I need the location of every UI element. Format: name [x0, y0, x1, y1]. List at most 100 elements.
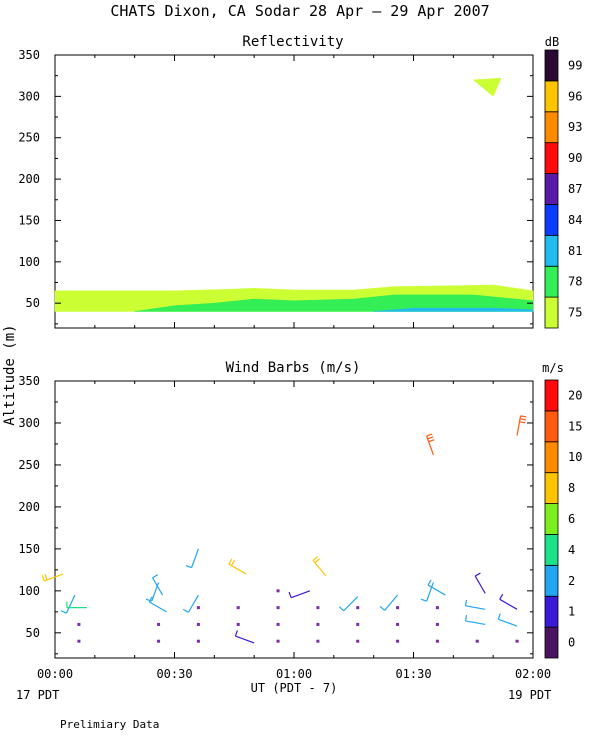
wind-colorbar-label-8: 20: [568, 388, 582, 402]
wind-ytick-label-4: 250: [18, 458, 40, 472]
calm-point-24: [435, 639, 439, 643]
wind-barb-20: [516, 415, 527, 436]
wind-barb-16: [427, 579, 446, 596]
wind-barb-flag: [288, 591, 292, 598]
xtick-label-1: 00:30: [156, 667, 192, 681]
calm-point-23: [435, 622, 439, 626]
wind-barb-staff: [190, 548, 199, 568]
x-axis-label: UT (PDT - 7): [251, 681, 338, 695]
wind-barb-7: [182, 594, 199, 613]
refl-colorbar-label-1: 78: [568, 275, 582, 289]
wind-barb-staff: [474, 575, 486, 594]
refl-ytick-label-4: 250: [18, 131, 40, 145]
calm-point-20: [396, 622, 400, 626]
wind-barb-5: [148, 596, 167, 613]
wind-barb-flag: [464, 599, 468, 606]
wind-barb-flag: [474, 572, 481, 577]
wind-barb-flag: [148, 596, 153, 603]
refl-colorbar-label-7: 96: [568, 89, 582, 103]
wind-barb-12: [338, 596, 359, 612]
wind-barb-flag: [464, 614, 468, 622]
wind-colorbar-cell-2: [544, 564, 559, 597]
wind-ytick-label-5: 300: [18, 416, 40, 430]
wind-ytick-label-1: 100: [18, 584, 40, 598]
wind-colorbar-cell-7: [544, 410, 559, 443]
wind-barb-staff: [152, 577, 164, 596]
refl-colorbar-cell-7: [544, 80, 559, 113]
wind-barb-22: [497, 613, 518, 627]
calm-point-11: [276, 622, 280, 626]
calm-point-17: [356, 622, 360, 626]
wind-colorbar-label-1: 1: [568, 605, 575, 619]
calm-point-9: [276, 589, 280, 593]
wind-barb-staff: [312, 560, 327, 577]
wind-colorbar-cell-3: [544, 534, 559, 566]
wind-ytick-label-2: 150: [18, 542, 40, 556]
xtick-label-0: 00:00: [37, 667, 73, 681]
wind-barb-flag: [41, 575, 45, 582]
wind-barb-staff: [228, 563, 247, 575]
wind-barb-flag: [499, 593, 504, 600]
wind-barb-flag: [60, 610, 67, 614]
wind-barb-flag: [185, 565, 192, 569]
wind-barb-staff: [65, 594, 76, 614]
wind-barb-flag: [520, 415, 527, 418]
wind-barb-11: [312, 556, 327, 577]
calm-point-21: [396, 639, 400, 643]
wind-barb-13: [379, 594, 399, 611]
calm-point-3: [157, 639, 161, 643]
wind-barb-flag: [44, 574, 48, 581]
calm-point-12: [276, 639, 280, 643]
calm-point-6: [196, 639, 200, 643]
wind-plot-frame: [54, 380, 534, 659]
reflectivity-panel: 50 100 150 200 250 300 350 75 78 81 84 87 90 93 96 99: [18, 48, 582, 329]
wind-ytick-label-0: 50: [26, 626, 40, 640]
refl-ytick-label-0: 50: [26, 296, 40, 310]
wind-barb-flag: [145, 598, 152, 602]
refl-ytick-label-1: 100: [18, 255, 40, 269]
y-axis-label: Altitude (m): [2, 324, 18, 425]
calm-point-14: [316, 622, 320, 626]
calm-point-2: [157, 622, 161, 626]
wind-colorbar-label-3: 4: [568, 543, 575, 557]
wind-barb-staff: [235, 635, 255, 644]
wind-barb-0: [41, 573, 64, 582]
calm-point-7: [236, 606, 240, 610]
wind-barb-flag: [338, 606, 345, 612]
refl-colorbar-unit: dB: [545, 35, 559, 49]
wind-barb-staff: [148, 601, 167, 613]
refl-ytick-label-3: 200: [18, 172, 40, 186]
refl-colorbar-cell-1: [544, 265, 559, 298]
wind-barb-staff: [187, 594, 199, 613]
wind-barb-14: [426, 433, 435, 456]
wind-barb-6: [185, 548, 199, 569]
wind-colorbar-label-7: 15: [568, 419, 582, 433]
wind-ytick-label-3: 200: [18, 500, 40, 514]
calm-point-16: [356, 606, 360, 610]
refl-colorbar-label-0: 75: [568, 306, 582, 320]
wind-colorbar-unit: m/s: [542, 361, 564, 375]
xtick-label-2: 01:00: [276, 667, 312, 681]
calm-point-0: [77, 622, 81, 626]
reflectivity-title: Reflectivity: [242, 34, 343, 50]
refl-colorbar-label-5: 90: [568, 151, 582, 165]
wind-colorbar-cell-6: [544, 441, 559, 474]
refl-ytick-label-5: 300: [18, 89, 40, 103]
xtick-label-3: 01:30: [395, 667, 431, 681]
refl-colorbar-cell-3: [544, 204, 559, 236]
wind-colorbar-cell-1: [544, 595, 559, 628]
refl-ytick-label-2: 150: [18, 213, 40, 227]
wind-barb-staff: [384, 594, 399, 611]
refl-colorbar-label-8: 99: [568, 58, 582, 72]
wind-barb-flag: [427, 436, 434, 440]
wind-barb-flag: [427, 579, 432, 586]
left-date-label: 17 PDT: [16, 688, 59, 702]
refl-colorbar-cell-6: [544, 111, 559, 144]
wind-barb-flag: [312, 556, 318, 561]
calm-point-25: [475, 639, 479, 643]
refl-ytick-label-6: 350: [18, 48, 40, 62]
refl-layer-2: [373, 307, 534, 312]
wind-colorbar-label-0: 0: [568, 636, 575, 650]
